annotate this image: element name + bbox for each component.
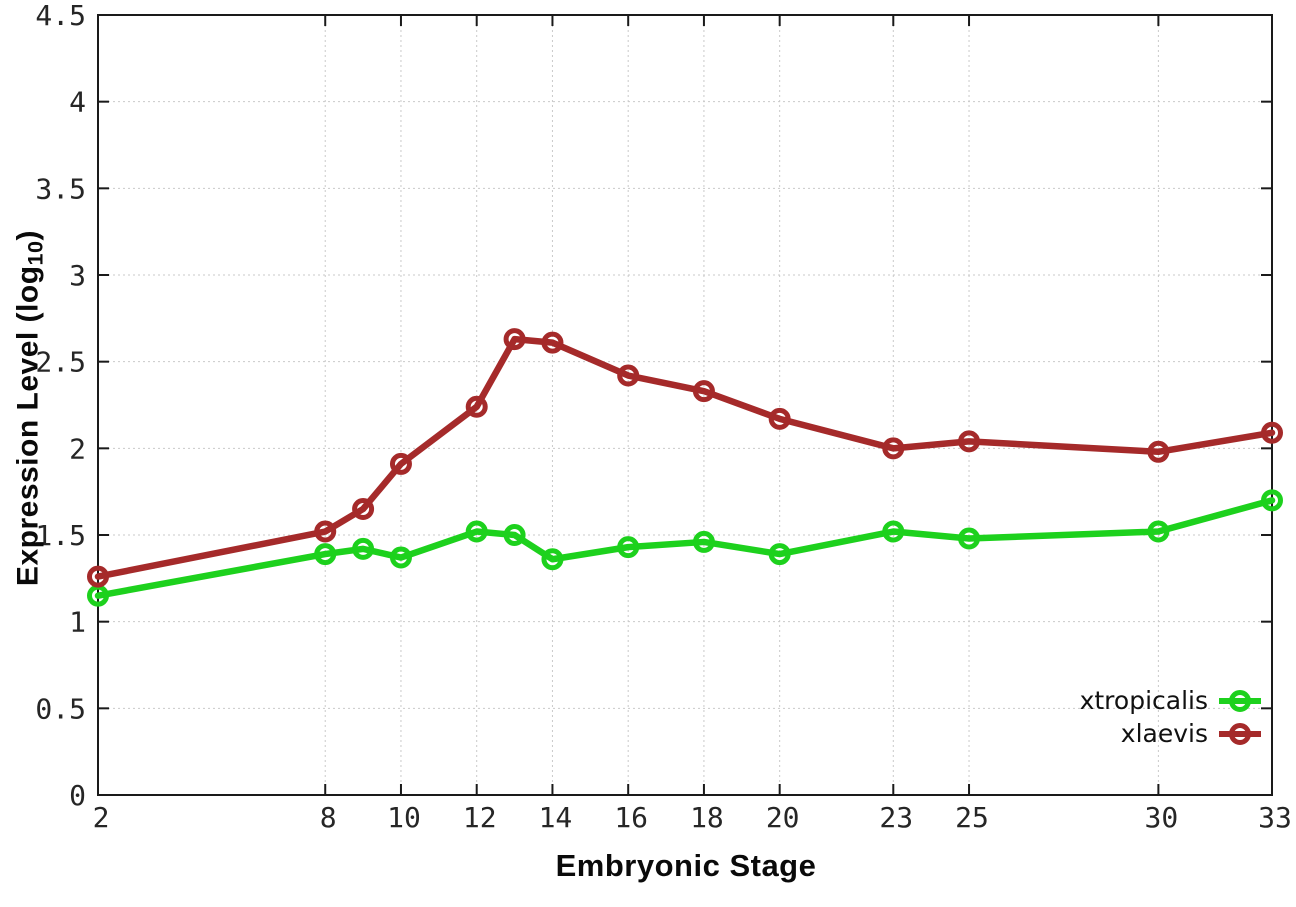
data-point-xtropicalis <box>1147 520 1170 543</box>
x-tick-label: 30 <box>1145 801 1179 834</box>
y-tick-label: 0.5 <box>35 692 86 725</box>
y-tick-label: 2 <box>69 432 86 465</box>
series-layer <box>87 328 1283 607</box>
y-axis-title: Expression Level (log10) <box>11 230 48 586</box>
grid-layer <box>98 15 1272 795</box>
data-point-xlaevis <box>352 498 375 520</box>
legend-marker-xtropicalis-icon <box>1219 689 1261 712</box>
data-point-xtropicalis <box>352 537 375 560</box>
x-tick-label: 23 <box>879 801 913 834</box>
y-tick-label: 4 <box>69 86 86 119</box>
x-tick-label: 16 <box>614 801 648 834</box>
y-tick-label: 3.5 <box>35 172 86 205</box>
y-axis-title-text: Expression Level (log <box>11 265 45 587</box>
data-point-xlaevis <box>958 430 981 453</box>
x-tick-label: 14 <box>539 801 573 834</box>
legend-label-xtropicalis: xtropicalis <box>1079 686 1208 715</box>
data-point-xlaevis <box>1261 421 1283 444</box>
data-point-xlaevis <box>692 380 715 403</box>
series-line-xtropicalis <box>94 497 1276 599</box>
data-point-xlaevis <box>617 364 640 387</box>
legend-item-xlaevis: xlaevis <box>1121 717 1262 750</box>
y-tick-label: 3 <box>69 259 86 292</box>
tick-label-layer: 0 0.5 1 1.5 2 2.5 3 3.5 4 4.5 2 8 10 12 14 16 18 20 23 25 30… <box>35 0 1291 834</box>
data-point-xlaevis <box>882 437 905 460</box>
data-point-xlaevis <box>465 395 488 418</box>
axis-layer <box>97 14 1273 796</box>
y-axis-title-subscript: 10 <box>22 240 48 266</box>
plot-border <box>97 14 1273 796</box>
y-tick-label: 1 <box>69 606 86 639</box>
x-tick-label: 18 <box>690 801 724 834</box>
x-tick-label: 10 <box>387 801 421 834</box>
y-tick-label: 2.5 <box>35 346 86 379</box>
data-point-xtropicalis <box>1261 489 1283 512</box>
data-point-xtropicalis <box>958 527 981 550</box>
data-point-xlaevis <box>541 331 564 354</box>
data-point-xtropicalis <box>314 543 337 566</box>
data-point-xtropicalis <box>882 520 905 543</box>
data-point-xlaevis <box>768 407 791 430</box>
data-point-xtropicalis <box>692 530 715 553</box>
x-tick-label: 8 <box>320 801 337 834</box>
data-point-xlaevis <box>503 328 526 351</box>
data-point-xtropicalis <box>503 524 526 546</box>
y-axis-title-close: ) <box>11 229 45 241</box>
legend: xtropicalis xlaevis <box>1080 684 1262 750</box>
data-point-xtropicalis <box>541 548 564 571</box>
x-tick-label: 25 <box>955 801 989 834</box>
data-point-xtropicalis <box>389 546 412 569</box>
data-point-xlaevis <box>87 565 109 588</box>
data-point-xtropicalis <box>465 520 488 543</box>
x-tick-label: 2 <box>93 801 110 834</box>
data-point-xlaevis <box>314 520 337 543</box>
y-tick-label: 0 <box>69 779 86 812</box>
data-point-xtropicalis <box>768 543 791 566</box>
legend-item-xtropicalis: xtropicalis <box>1080 684 1262 717</box>
x-axis-title: Embryonic Stage <box>555 848 817 883</box>
x-tick-label: 20 <box>766 801 800 834</box>
y-tick-label: 1.5 <box>35 519 86 552</box>
legend-marker-xlaevis-icon <box>1219 722 1261 745</box>
data-point-xlaevis <box>389 452 412 475</box>
data-point-xtropicalis <box>617 536 640 559</box>
x-tick-label: 33 <box>1258 801 1292 834</box>
data-point-xlaevis <box>1147 440 1170 463</box>
x-tick-label: 12 <box>463 801 497 834</box>
legend-label-xlaevis: xlaevis <box>1120 719 1208 748</box>
y-tick-label: 4.5 <box>35 0 86 32</box>
